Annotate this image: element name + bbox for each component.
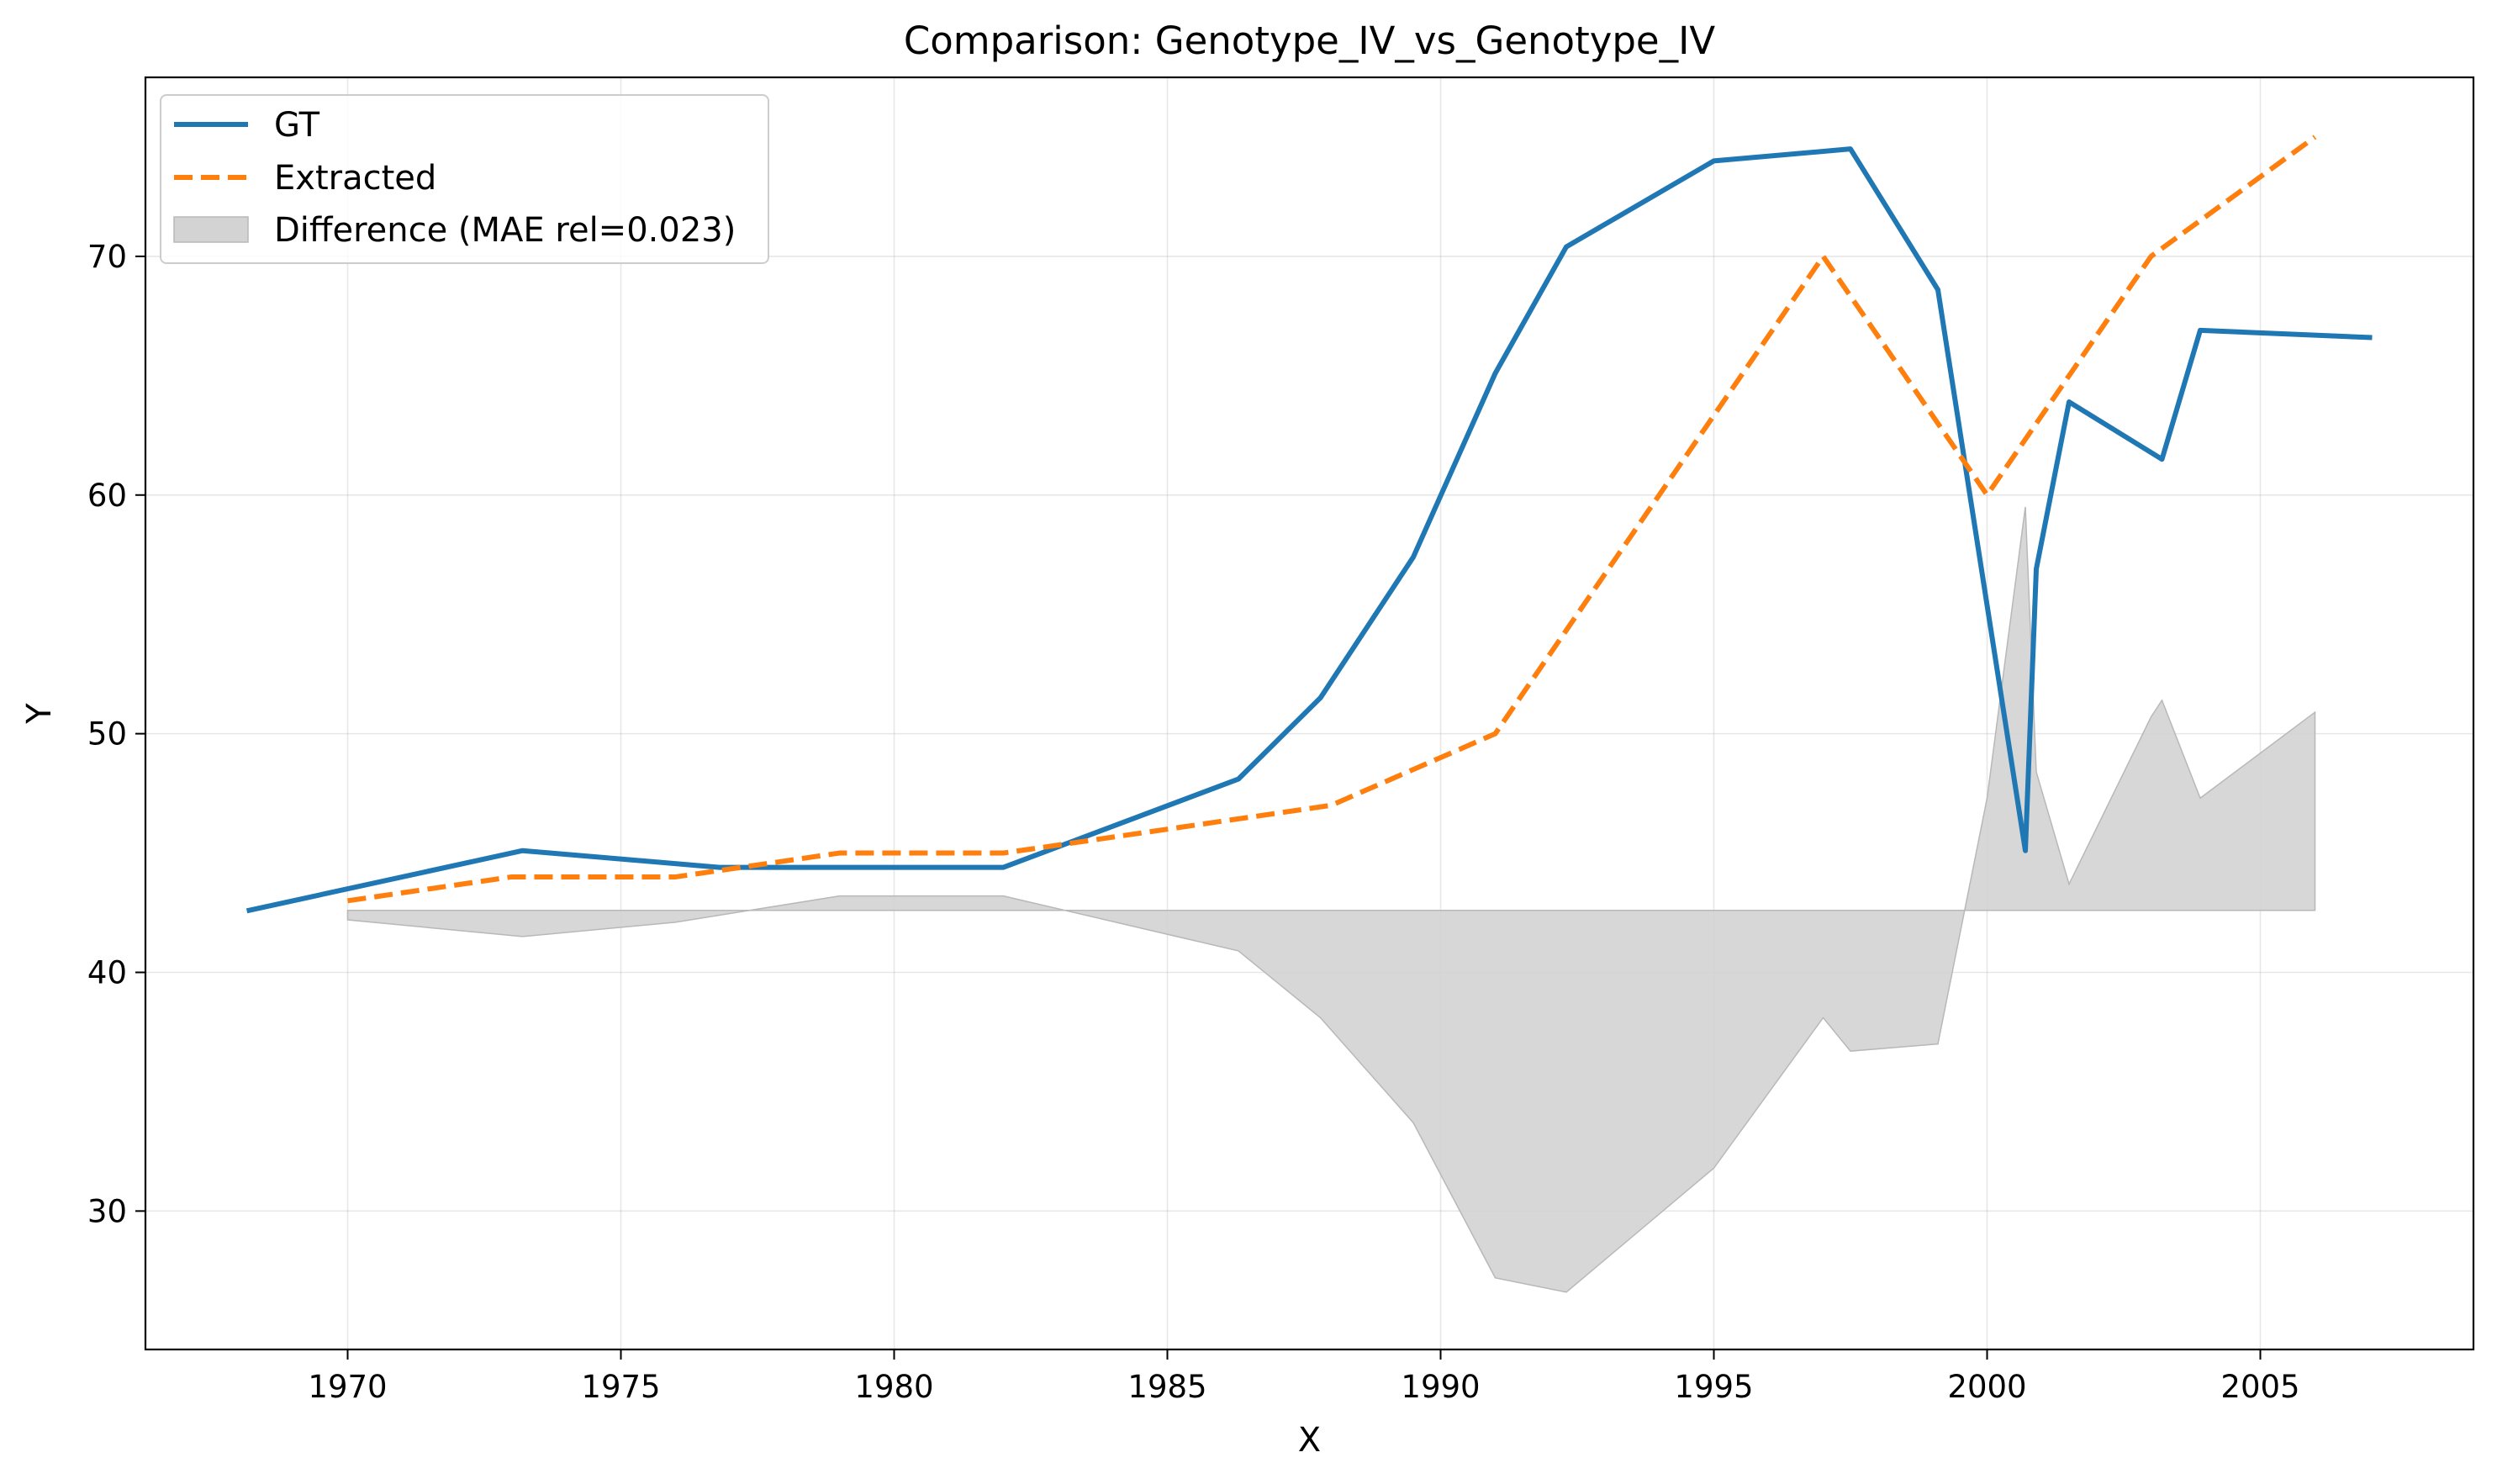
x-axis-label: X [1298, 1421, 1321, 1460]
y-tick-label: 50 [87, 716, 127, 753]
legend-label-gt: GT [274, 106, 320, 145]
x-tick-label: 2000 [1947, 1369, 2026, 1405]
series-line-extracted [347, 135, 2317, 904]
x-tick-label: 1980 [854, 1369, 933, 1405]
difference-area [346, 506, 2316, 1293]
legend: GT Extracted Difference (MAE rel=0.023) [160, 94, 769, 264]
legend-label-difference: Difference (MAE rel=0.023) [274, 211, 736, 250]
legend-box [160, 94, 769, 264]
legend-label-extracted: Extracted [274, 159, 436, 198]
axis-ticks: 1970 1975 1980 1985 1990 1995 2000 2005 30 40 50 60… [87, 239, 2300, 1405]
y-tick-label: 70 [87, 239, 127, 275]
y-axis-label: Y [20, 703, 59, 725]
x-tick-label: 1995 [1674, 1369, 1753, 1405]
x-tick-label: 1990 [1401, 1369, 1480, 1405]
chart-title: Comparison: Genotype_IV_vs_Genotype_IV [904, 18, 1716, 63]
series-line-gt [245, 146, 2373, 914]
difference-area-layer [346, 506, 2316, 1293]
x-tick-label: 1985 [1127, 1369, 1206, 1405]
legend-swatch-difference [173, 216, 249, 243]
y-tick-label: 60 [87, 478, 127, 514]
x-tick-label: 1975 [581, 1369, 660, 1405]
y-tick-label: 30 [87, 1193, 127, 1229]
series-lines-layer [245, 135, 2373, 914]
x-tick-label: 2005 [2220, 1369, 2299, 1405]
y-tick-label: 40 [87, 954, 127, 990]
plot-frame [144, 76, 2475, 1351]
x-tick-label: 1970 [308, 1369, 387, 1405]
